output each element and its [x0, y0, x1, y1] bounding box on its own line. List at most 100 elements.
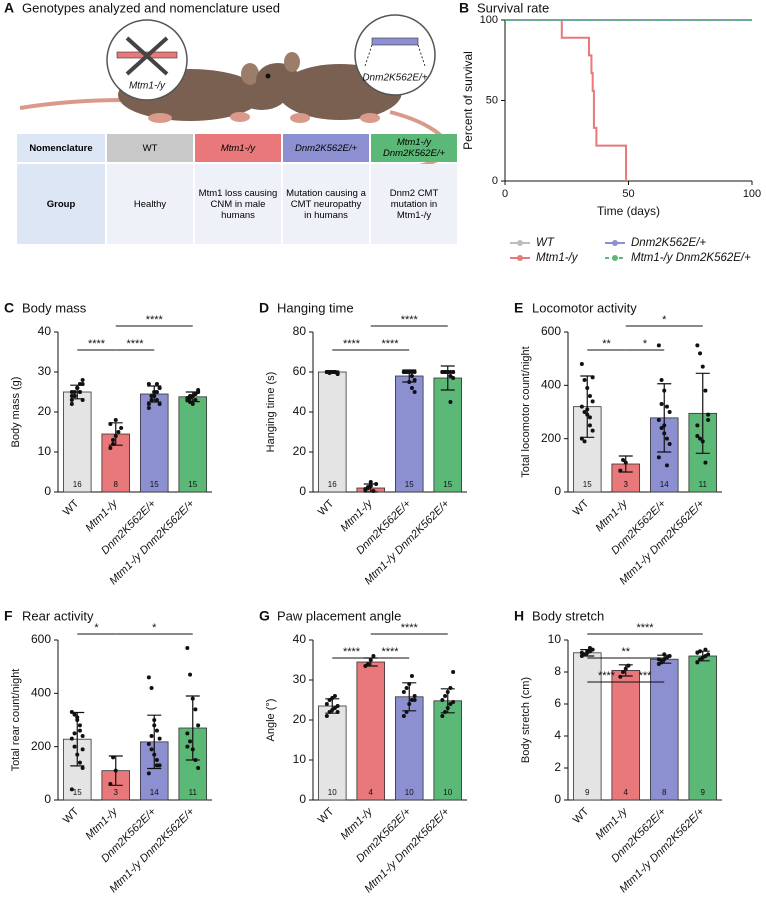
y-tick-label: 200 [541, 431, 561, 445]
data-point [196, 766, 201, 770]
bar [572, 652, 602, 801]
data-point [626, 663, 631, 668]
data-point [149, 747, 154, 752]
error-bar [70, 384, 85, 400]
data-point [72, 394, 77, 398]
data-point [188, 739, 193, 744]
n-label: 15 [405, 480, 414, 489]
bar [394, 375, 424, 493]
cell: Mtm1 loss causing CNM in male humans [195, 164, 281, 244]
data-point [667, 442, 672, 446]
significance-label: ** [621, 646, 630, 658]
y-tick-label: 0 [44, 792, 51, 806]
bar [394, 696, 424, 801]
n-label: 14 [660, 480, 669, 489]
data-point [409, 386, 414, 390]
data-point [146, 675, 151, 680]
bar [649, 658, 679, 801]
data-point [664, 463, 669, 468]
data-point [451, 670, 456, 674]
data-point [149, 394, 154, 398]
data-point [146, 382, 151, 386]
panel-letter: H [514, 608, 524, 624]
data-point [706, 418, 711, 422]
n-label: 4 [624, 788, 629, 797]
data-point [703, 647, 708, 652]
data-point [69, 736, 74, 741]
data-point [618, 674, 623, 679]
n-label: 3 [624, 480, 629, 489]
y-tick-label: 10 [38, 444, 52, 458]
data-point [587, 394, 592, 398]
cell: WT [107, 134, 193, 162]
y-axis-label: Body stretch (cm) [520, 677, 532, 763]
data-point [698, 351, 703, 356]
cell: Dnm2K562E/+ [283, 134, 369, 162]
y-tick-label: 10 [548, 632, 562, 646]
error-bar [580, 649, 595, 657]
data-point [146, 742, 151, 746]
data-point [656, 418, 661, 422]
data-point [664, 436, 669, 441]
legend-swatch [612, 240, 618, 246]
y-tick-label: 100 [480, 14, 498, 26]
data-point [443, 710, 448, 714]
x-tick-label: WT [61, 805, 82, 826]
data-point [324, 714, 329, 718]
n-label: 15 [150, 480, 159, 489]
data-point [698, 436, 703, 441]
data-point [659, 402, 664, 406]
bar [433, 377, 463, 493]
bar [611, 670, 641, 801]
y-tick-label: 20 [293, 444, 307, 458]
data-point [579, 404, 584, 409]
data-point [667, 654, 672, 658]
significance-label: **** [381, 646, 399, 658]
n-label: 16 [328, 480, 337, 489]
data-point [412, 378, 417, 382]
data-point [69, 787, 74, 792]
data-point [80, 766, 85, 770]
bar [688, 655, 718, 801]
error-bar [325, 370, 340, 374]
data-point [371, 654, 376, 658]
y-tick-label: 0 [299, 792, 306, 806]
y-tick-label: 20 [38, 404, 52, 418]
data-point [451, 370, 456, 374]
data-point [72, 712, 77, 717]
mouse-label: Mtm1-/y [129, 81, 166, 92]
y-tick-label: 4 [554, 728, 561, 742]
data-point [579, 362, 584, 366]
y-tick-label: 0 [492, 175, 498, 187]
significance-label: **** [343, 646, 361, 658]
error-bar [440, 688, 455, 714]
panel-letter: E [514, 300, 523, 316]
data-point [80, 378, 85, 382]
significance-label: ** [602, 338, 611, 350]
panel-letter: F [4, 608, 13, 624]
data-point [412, 370, 417, 374]
data-point [154, 398, 159, 402]
y-tick-label: 0 [554, 792, 561, 806]
n-label: 10 [443, 788, 452, 797]
y-tick-label: 80 [293, 324, 307, 338]
data-point [188, 672, 193, 677]
zoom-left: Mtm1-/y [106, 19, 188, 101]
bar [178, 396, 208, 493]
panel-letter: A [4, 0, 14, 16]
data-point [157, 386, 162, 390]
data-point [412, 698, 417, 702]
y-tick-label: 10 [293, 752, 307, 766]
n-label: 8 [662, 788, 667, 797]
n-label: 9 [585, 788, 590, 797]
significance-label: * [94, 622, 99, 634]
data-point [154, 758, 159, 762]
y-tick-label: 8 [554, 664, 561, 678]
data-point [587, 415, 592, 420]
error-bar [440, 365, 455, 391]
data-point [149, 686, 154, 690]
data-point [335, 704, 340, 708]
n-label: 15 [73, 788, 82, 797]
significance-label: **** [636, 622, 654, 634]
cell: Nomenclature [17, 134, 105, 162]
